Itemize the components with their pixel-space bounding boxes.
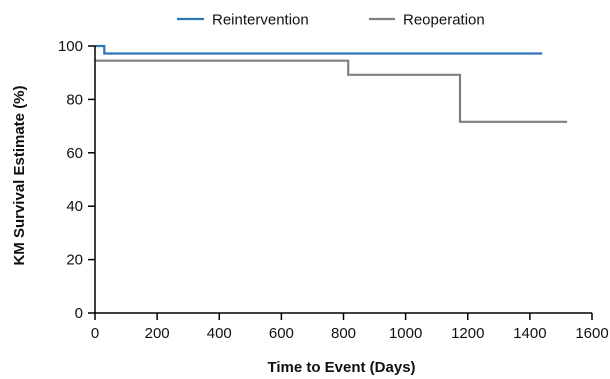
x-tick-label: 1600 xyxy=(575,325,608,342)
legend: Reintervention Reoperation xyxy=(177,12,485,29)
series-line-reintervention xyxy=(95,44,543,55)
y-tick-label: 60 xyxy=(66,145,83,162)
x-tick-label: 200 xyxy=(145,325,170,342)
x-tick-label: 1400 xyxy=(513,325,546,342)
legend-item-reintervention: Reintervention xyxy=(177,12,309,29)
x-tick-label: 1000 xyxy=(389,325,422,342)
y-tick-label: 20 xyxy=(66,252,83,269)
legend-label: Reintervention xyxy=(212,12,309,29)
y-axis-title: KM Survival Estimate (%) xyxy=(11,85,28,265)
x-tick-label: 800 xyxy=(331,325,356,342)
x-tick-label: 400 xyxy=(207,325,232,342)
y-axis-ticks: 0 20 40 60 80 100 xyxy=(58,38,95,322)
series-line-reoperation xyxy=(95,59,568,123)
x-tick-label: 600 xyxy=(269,325,294,342)
x-axis-ticks: 0 200 400 600 800 1000 1200 1400 1600 xyxy=(91,313,609,342)
y-tick-label: 80 xyxy=(66,91,83,108)
x-axis-title: Time to Event (Days) xyxy=(267,359,415,376)
legend-label: Reoperation xyxy=(403,12,485,29)
y-tick-label: 100 xyxy=(58,38,83,55)
plot-lines xyxy=(95,44,568,123)
axes xyxy=(94,46,592,314)
x-tick-label: 1200 xyxy=(451,325,484,342)
y-tick-label: 0 xyxy=(75,305,83,322)
y-tick-label: 40 xyxy=(66,198,83,215)
x-tick-label: 0 xyxy=(91,325,99,342)
legend-item-reoperation: Reoperation xyxy=(369,12,485,29)
